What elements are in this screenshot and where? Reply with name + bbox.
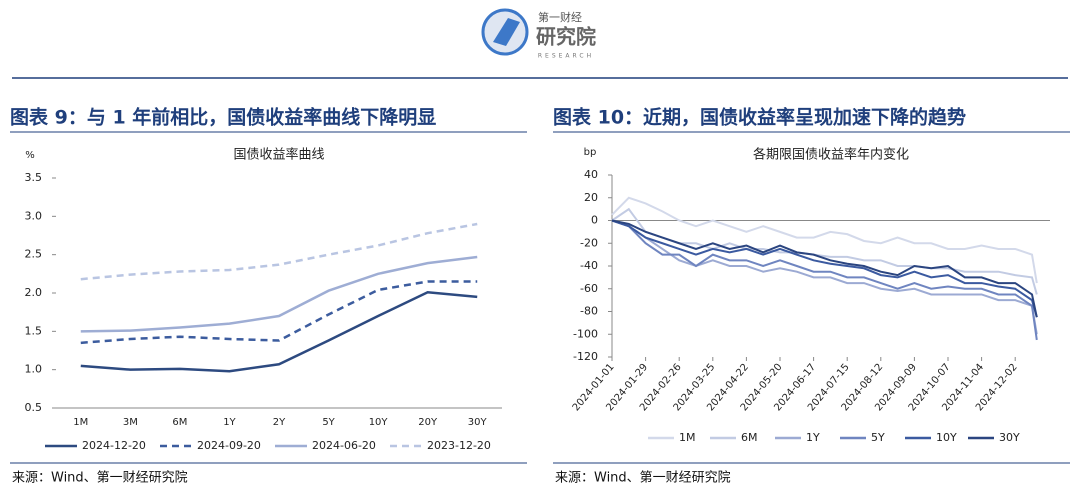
y-tick-label: 2.5 (25, 248, 43, 261)
x-tick-label: 1Y (223, 417, 236, 428)
x-tick-label: 2Y (273, 417, 286, 428)
x-tick-label: 30Y (468, 417, 488, 428)
y-tick-label: 0 (591, 214, 598, 227)
y-tick-label: 2.0 (25, 286, 43, 299)
figure-caption: 图表 9：与 1 年前相比，国债收益率曲线下降明显 (10, 106, 436, 129)
series-line (611, 219, 1038, 318)
x-tick-label: 20Y (418, 417, 438, 428)
x-tick-label: 3M (123, 417, 138, 428)
unit-label: % (25, 150, 35, 161)
chart-title: 国债收益率曲线 (233, 147, 324, 163)
series-line (80, 290, 478, 373)
legend-label: 2024-12-20 (82, 439, 146, 452)
y-tick-label: 1.0 (25, 363, 43, 376)
source-note: 来源：Wind、第一财经研究院 (555, 471, 731, 486)
series-line (80, 222, 478, 281)
legend-label: 2023-12-20 (427, 439, 491, 452)
y-tick-label: 3.5 (25, 171, 43, 184)
legend-label: 2024-09-20 (197, 439, 261, 452)
source-note: 来源：Wind、第一财经研究院 (12, 471, 188, 486)
legend-label: 30Y (999, 431, 1020, 444)
series-line (611, 219, 1038, 318)
series-line (611, 219, 1038, 335)
logo-sub: RESEARCH (538, 53, 594, 60)
legend-label: 10Y (936, 431, 957, 444)
series-line (611, 196, 1038, 284)
y-tick-label: -100 (573, 327, 598, 340)
logo-main: 研究院 (536, 25, 596, 49)
x-tick-label: 6M (172, 417, 187, 428)
series-line (611, 219, 1038, 341)
y-tick-label: 20 (584, 191, 598, 204)
series-line (80, 255, 478, 333)
series-line (611, 207, 1038, 295)
legend-label: 6M (741, 431, 758, 444)
y-tick-label: -40 (580, 259, 598, 272)
y-tick-label: -120 (573, 350, 598, 363)
unit-label: bp (584, 147, 597, 158)
y-tick-label: -80 (580, 305, 598, 318)
y-tick-label: 0.5 (25, 401, 43, 414)
legend-label: 2024-06-20 (312, 439, 376, 452)
chart-title: 各期限国债收益率年内变化 (753, 147, 909, 163)
x-tick-label: 5Y (322, 417, 335, 428)
figure-caption: 图表 10：近期，国债收益率呈现加速下降的趋势 (553, 106, 966, 129)
logo: 第一财经 研究院 RESEARCH (481, 8, 596, 60)
y-tick-label: -60 (580, 282, 598, 295)
x-tick-label: 10Y (369, 417, 389, 428)
legend-label: 1M (679, 431, 696, 444)
x-tick-label: 1M (73, 417, 88, 428)
series-line (80, 280, 478, 345)
y-tick-label: 3.0 (25, 209, 43, 222)
legend-label: 1Y (806, 431, 820, 444)
legend-label: 5Y (871, 431, 885, 444)
y-tick-label: -20 (580, 236, 598, 249)
logo-top: 第一财经 (538, 10, 582, 24)
y-tick-label: 1.5 (25, 324, 43, 337)
y-tick-label: 40 (584, 168, 598, 181)
logo-mark (493, 18, 520, 46)
